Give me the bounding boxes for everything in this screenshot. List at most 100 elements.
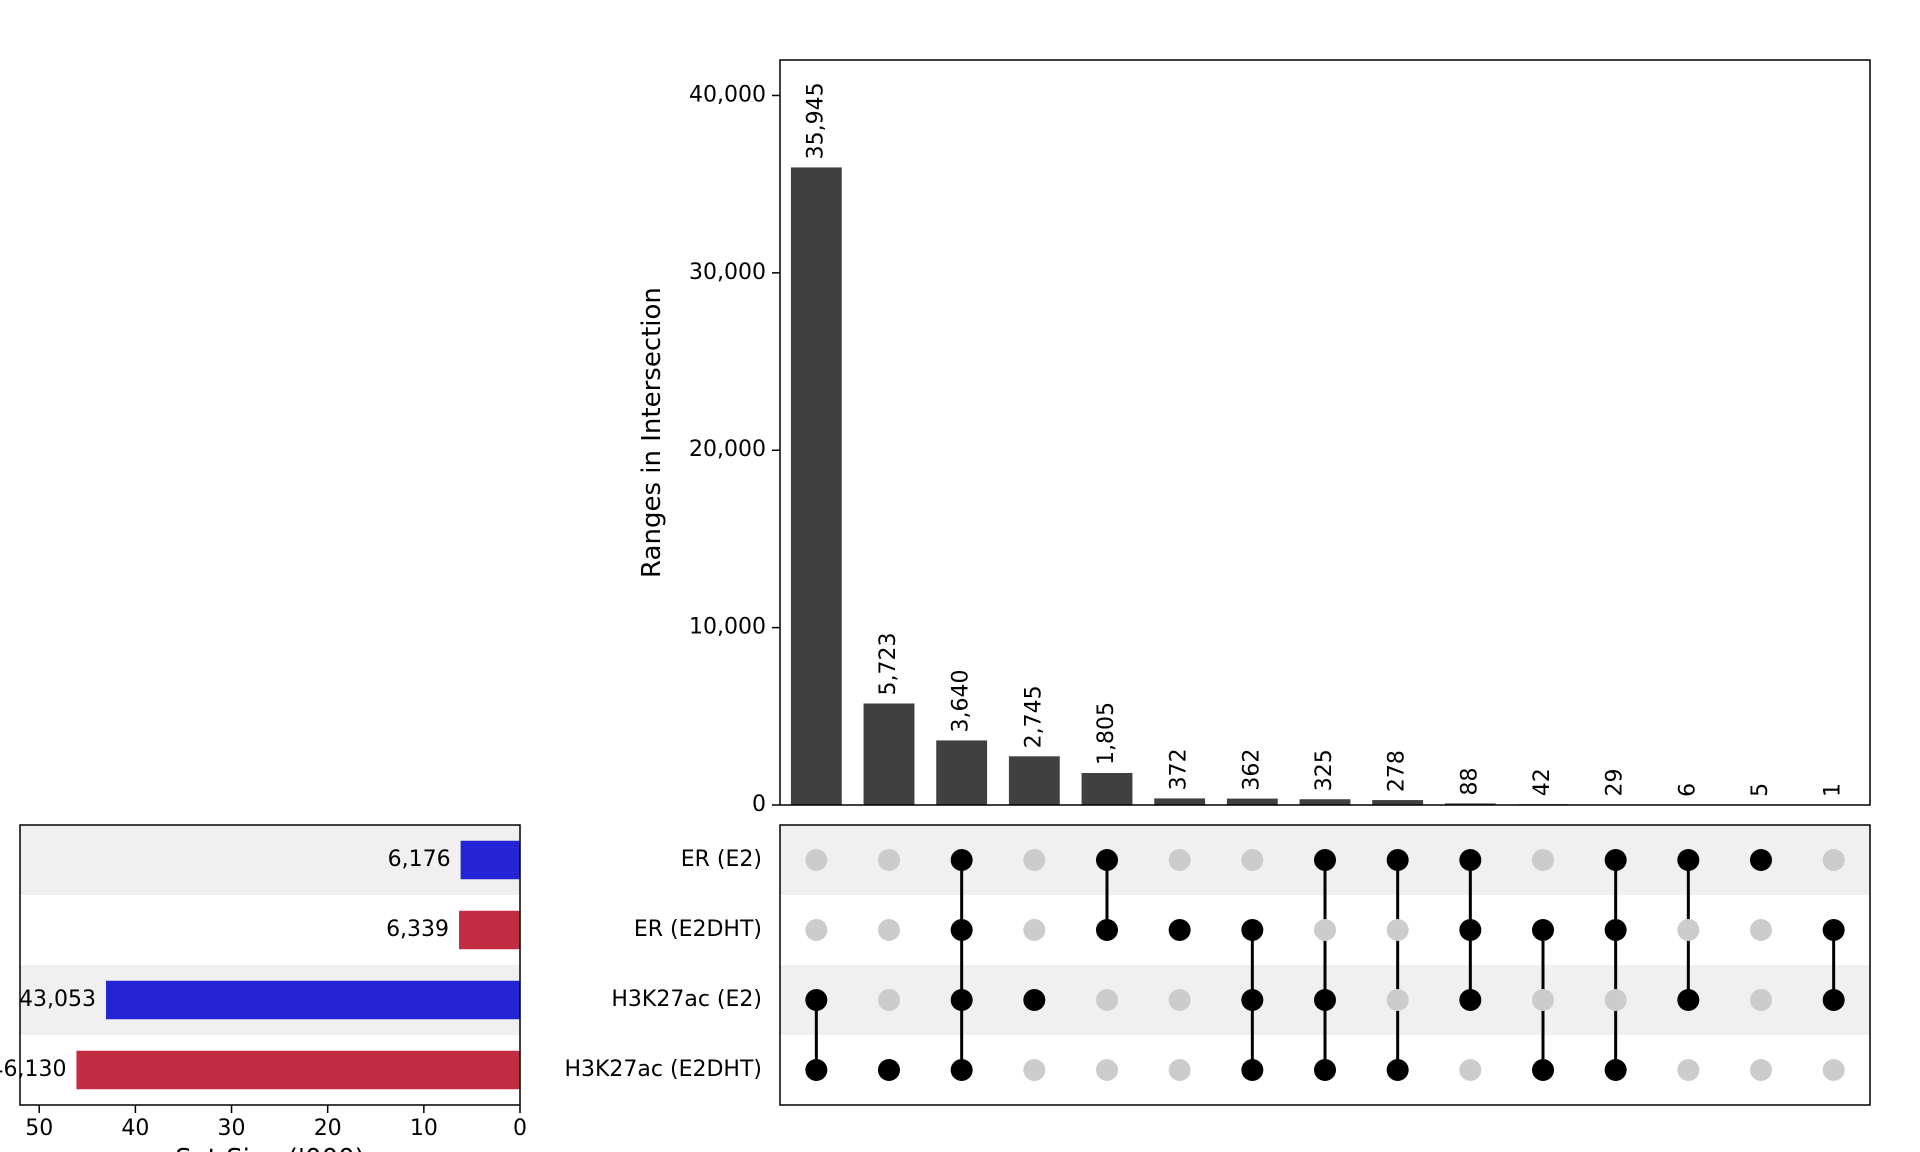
matrix-dot-off <box>878 849 900 871</box>
setsize-bar <box>106 981 520 1020</box>
intersection-bar <box>1154 798 1205 805</box>
setsize-x-tick-label: 40 <box>121 1116 149 1141</box>
matrix-dot-on <box>1459 919 1481 941</box>
intersection-bar <box>1227 799 1278 805</box>
matrix-dot-off <box>805 849 827 871</box>
matrix-dot-on <box>878 1059 900 1081</box>
intersection-y-tick-label: 10,000 <box>689 615 766 640</box>
intersection-bar <box>936 740 987 805</box>
matrix-dot-off <box>878 919 900 941</box>
matrix-dot-on <box>1532 1059 1554 1081</box>
intersection-y-tick-label: 0 <box>752 792 766 817</box>
intersection-y-tick-label: 30,000 <box>689 260 766 285</box>
setsize-bar-label: 46,130 <box>0 1057 66 1082</box>
set-name-label: ER (E2) <box>681 847 762 872</box>
matrix-dot-on <box>1532 919 1554 941</box>
matrix-dot-on <box>1677 849 1699 871</box>
matrix-dot-on <box>1750 849 1772 871</box>
setsize-x-tick-label: 10 <box>410 1116 438 1141</box>
matrix-dot-on <box>1677 989 1699 1011</box>
matrix-dot-on <box>1241 1059 1263 1081</box>
intersection-bar-label: 1,805 <box>1094 702 1119 765</box>
matrix-dot-off <box>1532 849 1554 871</box>
matrix-dot-off <box>1023 919 1045 941</box>
intersection-bar <box>864 703 915 805</box>
matrix-dot-off <box>1096 989 1118 1011</box>
intersection-bar-label: 2,745 <box>1021 685 1046 748</box>
intersection-bar-label: 35,945 <box>803 82 828 159</box>
matrix-dot-on <box>1169 919 1191 941</box>
matrix-dot-on <box>1605 919 1627 941</box>
upset-plot: ER (E2)ER (E2DHT)H3K27ac (E2)H3K27ac (E2… <box>0 0 1920 1152</box>
matrix-dot-off <box>1677 919 1699 941</box>
matrix-dot-on <box>1023 989 1045 1011</box>
setsize-bar <box>76 1051 520 1090</box>
intersection-bar-label: 88 <box>1457 767 1482 795</box>
setsize-x-tick-label: 50 <box>25 1116 53 1141</box>
setsize-x-tick-label: 20 <box>314 1116 342 1141</box>
intersection-bar-label: 42 <box>1530 768 1555 796</box>
matrix-dot-off <box>805 919 827 941</box>
set-name-label: H3K27ac (E2DHT) <box>564 1057 762 1082</box>
matrix-dot-off <box>1387 989 1409 1011</box>
intersection-bar <box>1009 756 1060 805</box>
matrix-dot-off <box>1823 849 1845 871</box>
intersection-barchart: 010,00020,00030,00040,000Ranges in Inter… <box>637 60 1870 817</box>
matrix-dot-off <box>1823 1059 1845 1081</box>
matrix-dot-on <box>1096 919 1118 941</box>
matrix-dot-off <box>1169 989 1191 1011</box>
setsize-x-tick-label: 0 <box>513 1116 527 1141</box>
matrix-dot-off <box>1677 1059 1699 1081</box>
setsize-x-tick-label: 30 <box>218 1116 246 1141</box>
matrix-dot-off <box>1387 919 1409 941</box>
matrix-dot-off <box>1023 1059 1045 1081</box>
matrix-dot-on <box>1823 919 1845 941</box>
matrix-dot-on <box>951 1059 973 1081</box>
matrix-dot-on <box>805 1059 827 1081</box>
setsize-bar-label: 6,176 <box>388 847 451 872</box>
intersection-panel-border <box>780 60 1870 805</box>
matrix-dot-on <box>951 919 973 941</box>
matrix-dot-on <box>1314 1059 1336 1081</box>
setsize-barchart: 6,1766,33943,05346,13001020304050Set Siz… <box>0 825 527 1152</box>
matrix-dot-off <box>1169 849 1191 871</box>
matrix-dot-off <box>1532 989 1554 1011</box>
matrix-dot-on <box>1823 989 1845 1011</box>
matrix-dot-off <box>1169 1059 1191 1081</box>
intersection-bar <box>1082 773 1133 805</box>
matrix-dot-off <box>878 989 900 1011</box>
matrix-dot-off <box>1241 849 1263 871</box>
matrix-dot-on <box>1387 849 1409 871</box>
intersection-bar-label: 3,640 <box>949 669 974 732</box>
matrix-dot-on <box>951 989 973 1011</box>
matrix-dot-on <box>1387 1059 1409 1081</box>
matrix-dot-off <box>1750 1059 1772 1081</box>
setsize-bar-label: 43,053 <box>19 987 96 1012</box>
matrix-dot-on <box>1096 849 1118 871</box>
set-name-label: ER (E2DHT) <box>634 917 762 942</box>
intersection-bar-label: 29 <box>1603 768 1628 796</box>
intersection-bar-label: 5 <box>1748 783 1773 797</box>
intersection-bar-label: 362 <box>1239 749 1264 791</box>
setsize-bar <box>459 911 520 950</box>
intersection-bar-label: 325 <box>1312 749 1337 791</box>
matrix-dot-off <box>1314 919 1336 941</box>
matrix-dot-off <box>1750 919 1772 941</box>
matrix-dot-on <box>1314 849 1336 871</box>
setsize-bar <box>461 841 520 880</box>
matrix-dot-on <box>1459 849 1481 871</box>
matrix-dot-off <box>1750 989 1772 1011</box>
matrix-dot-off <box>1605 989 1627 1011</box>
matrix-dot-on <box>1459 989 1481 1011</box>
setsize-bar-label: 6,339 <box>386 917 449 942</box>
matrix-dot-off <box>1023 849 1045 871</box>
intersection-bar <box>791 167 842 805</box>
intersection-y-tick-label: 40,000 <box>689 82 766 107</box>
intersection-bar <box>1300 799 1351 805</box>
matrix-dot-on <box>1241 989 1263 1011</box>
matrix-dot-on <box>1605 849 1627 871</box>
intersection-bar-label: 6 <box>1675 783 1700 797</box>
matrix-dot-off <box>1096 1059 1118 1081</box>
intersection-y-title: Ranges in Intersection <box>637 287 667 578</box>
intersection-bar-label: 1 <box>1821 783 1846 797</box>
